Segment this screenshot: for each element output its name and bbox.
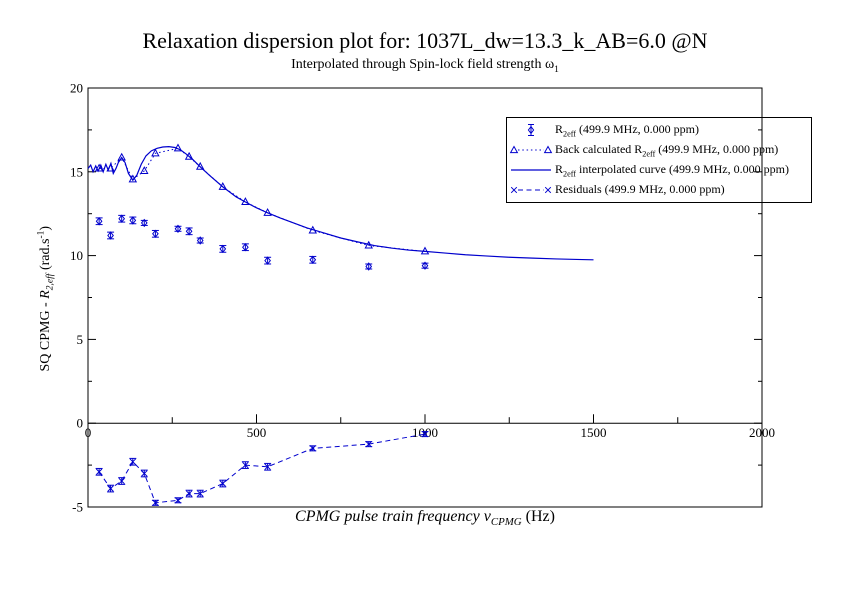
x-tick-label: 0 <box>85 425 92 440</box>
legend-label: R2eff interpolated curve (499.9 MHz, 0.0… <box>555 161 789 179</box>
subtitle-text: Interpolated through Spin-lock field str… <box>291 57 545 72</box>
x-tick-label: 2000 <box>749 425 775 440</box>
y-axis-ticks: 20 15 10 5 0 -5 <box>70 81 762 515</box>
x-label-sub: CPMG <box>490 516 522 529</box>
y-label-sup: -1 <box>36 230 47 239</box>
legend-row-back-calculated: Back calculated R2eff (499.9 MHz, 0.000 … <box>507 142 811 158</box>
legend-label: R2eff (499.9 MHz, 0.000 ppm) <box>555 121 699 139</box>
diamond-errorbar-icon <box>507 122 555 138</box>
x-axis-label: CPMG pulse train frequency νCPMG (Hz) <box>88 508 762 528</box>
series-residuals <box>95 430 429 506</box>
y-label-sub: 2,eff <box>45 273 56 291</box>
legend-row-interpolated-curve: R2eff interpolated curve (499.9 MHz, 0.0… <box>507 162 811 178</box>
chart-subtitle: Interpolated through Spin-lock field str… <box>88 57 762 75</box>
x-tick-label: 1500 <box>581 425 607 440</box>
x-label-text: CPMG pulse train frequency <box>295 508 484 525</box>
y-axis-label: SQ CPMG - R2,eff (rad.s-1) <box>36 149 55 449</box>
legend-row-residuals: Residuals (499.9 MHz, 0.000 ppm) <box>507 182 811 198</box>
x-dashed-icon <box>507 182 555 198</box>
legend: R2eff (499.9 MHz, 0.000 ppm) Back calcul… <box>506 117 812 203</box>
solid-line-icon <box>507 162 555 178</box>
omega-symbol: ω <box>544 57 555 72</box>
y-tick-label: 0 <box>77 416 84 431</box>
legend-row-r2eff: R2eff (499.9 MHz, 0.000 ppm) <box>507 122 811 138</box>
x-tick-label: 500 <box>247 425 267 440</box>
legend-label: Residuals (499.9 MHz, 0.000 ppm) <box>555 181 725 196</box>
x-label-unit: (Hz) <box>521 508 555 525</box>
chart-title: Relaxation dispersion plot for: 1037L_dw… <box>142 28 708 53</box>
y-label-text: SQ CPMG - <box>37 298 53 372</box>
y-tick-label: 15 <box>70 164 83 179</box>
y-label-r: R <box>37 290 53 299</box>
y-tick-label: 10 <box>70 248 83 263</box>
y-tick-label: 20 <box>70 81 83 96</box>
series-r2eff <box>95 214 429 271</box>
y-label-close: ) <box>37 225 53 231</box>
omega-subscript: 1 <box>554 64 559 75</box>
nu-symbol: ν <box>483 508 491 525</box>
y-tick-label: 5 <box>77 332 84 347</box>
x-axis-ticks: 0500100015002000 <box>85 414 775 440</box>
series-back-calculated <box>94 143 430 255</box>
y-label-unit: (rad.s <box>37 238 53 274</box>
y-tick-label: -5 <box>72 500 83 515</box>
legend-label: Back calculated R2eff (499.9 MHz, 0.000 … <box>555 141 779 159</box>
triangle-dotted-icon <box>507 142 555 158</box>
